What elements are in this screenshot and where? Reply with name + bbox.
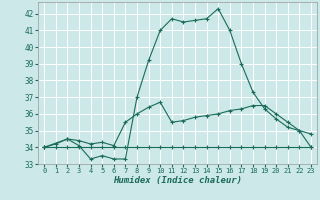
X-axis label: Humidex (Indice chaleur): Humidex (Indice chaleur) [113, 176, 242, 185]
